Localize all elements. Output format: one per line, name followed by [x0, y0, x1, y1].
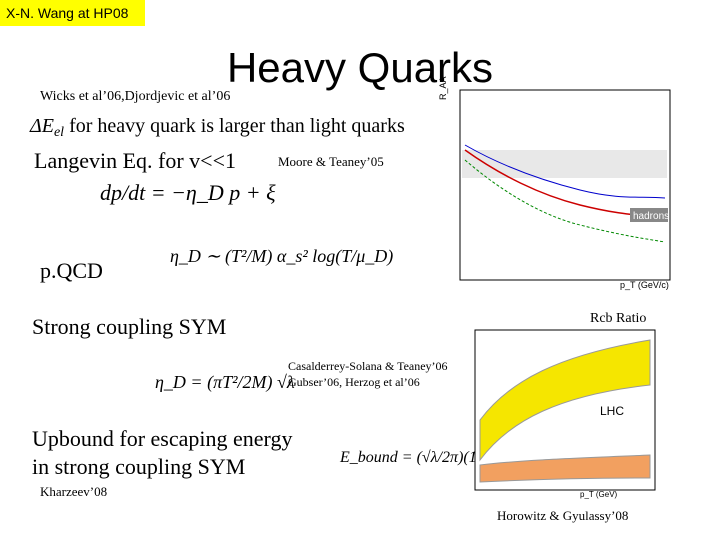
- ref: Moore & Teaney’05: [278, 154, 384, 169]
- statement: ΔEel for heavy quark is larger than ligh…: [29, 115, 405, 140]
- figure-raa: hadrons R_AA p_T (GeV/c): [438, 76, 671, 290]
- band: [462, 150, 667, 178]
- ref: Casalderrey-Solana & Teaney’06: [288, 359, 448, 373]
- badge: X-N. Wang at HP08: [6, 5, 129, 21]
- subscript: el: [54, 125, 64, 140]
- statement: Langevin Eq. for v<<1: [34, 148, 236, 173]
- band: [479, 454, 651, 483]
- figure-title: Rcb Ratio: [590, 311, 646, 326]
- title: Heavy Quarks: [227, 44, 493, 91]
- equation: dp/dt = −η_D p + ξ: [100, 180, 276, 205]
- statement: in strong coupling SYM: [32, 454, 245, 479]
- curve: [464, 159, 666, 243]
- label: hadrons: [633, 211, 669, 222]
- label-bg: [630, 208, 668, 222]
- curve: [464, 144, 666, 199]
- statement: Upbound for escaping energy: [32, 426, 292, 451]
- symbol: ΔE: [29, 115, 54, 137]
- equation: η_D ∼ (T²/M) α_s² log(T/μ_D): [170, 246, 393, 267]
- axis-label: p_T (GeV): [580, 490, 618, 499]
- label: LHC: [600, 404, 624, 418]
- axis-label: p_T (GeV/c): [620, 280, 669, 290]
- ref: Gubser’06, Herzog et al’06: [288, 375, 420, 389]
- statement: Strong coupling SYM: [32, 314, 226, 339]
- badge-bg: [0, 0, 145, 26]
- band: [479, 339, 651, 462]
- axis-label: R_AA: [438, 76, 448, 100]
- figure-rcb: LHC p_T (GeV): [474, 329, 656, 499]
- text: for heavy quark is larger than light qua…: [64, 115, 405, 137]
- ref: Horowitz & Gyulassy’08: [497, 508, 628, 523]
- frame: [459, 89, 671, 281]
- equation: E_bound = (√λ/2π)(1/L): [339, 449, 495, 466]
- ref: Kharzeev’08: [40, 484, 107, 499]
- statement: p.QCD: [40, 258, 103, 283]
- ref: Wicks et al’06,Djordjevic et al’06: [40, 89, 230, 104]
- equation: η_D = (πT²/2M) √λ: [155, 372, 295, 393]
